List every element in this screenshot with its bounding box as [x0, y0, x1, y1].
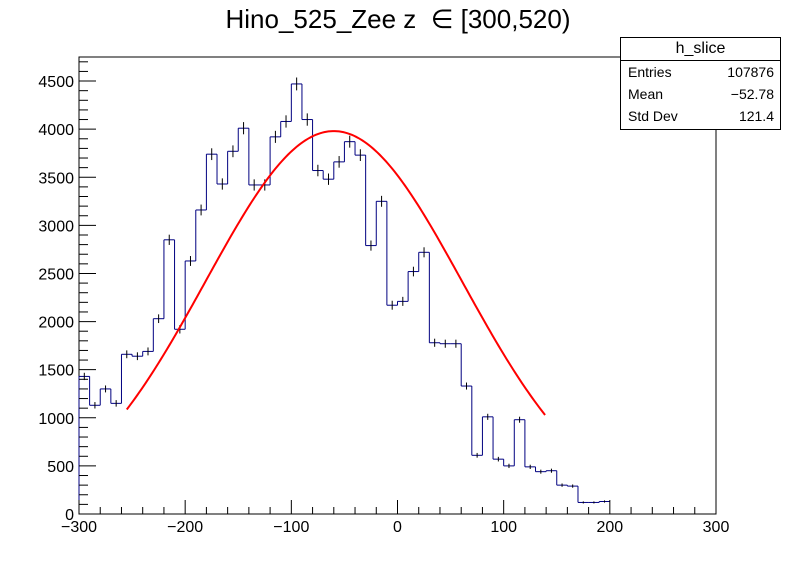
fit-curve — [125, 130, 546, 416]
stats-value: 121.4 — [738, 108, 774, 124]
stats-value: 107876 — [727, 64, 774, 80]
x-tick-label: 0 — [393, 519, 402, 536]
y-tick-label: 500 — [47, 459, 74, 476]
y-tick-label: 0 — [65, 507, 74, 524]
y-tick-label: 2000 — [38, 315, 74, 332]
x-tick-label: 300 — [703, 519, 730, 536]
x-tick-label: 100 — [490, 519, 517, 536]
stats-value: −52.78 — [730, 86, 774, 102]
y-tick-label: 2500 — [38, 266, 74, 283]
x-tick-label: −300 — [61, 519, 97, 536]
chart-title: Hino_525_Zee z ∈ [300,520) — [225, 4, 571, 34]
y-tick-label: 3500 — [38, 170, 74, 187]
y-tick-label: 4000 — [38, 122, 74, 139]
x-tick-label: −200 — [167, 519, 203, 536]
stats-row-mean: Mean −52.78 — [621, 83, 780, 105]
y-tick-label: 4500 — [38, 74, 74, 91]
y-tick-label: 1000 — [38, 411, 74, 428]
y-tick-label: 1500 — [38, 363, 74, 380]
stats-label: Mean — [628, 86, 664, 102]
x-tick-label: 200 — [596, 519, 623, 536]
stats-label: Std Dev — [628, 108, 678, 124]
stats-box: h_slice Entries 107876 Mean −52.78 Std D… — [620, 37, 781, 130]
stats-label: Entries — [628, 64, 672, 80]
stats-row-entries: Entries 107876 — [621, 61, 780, 83]
x-tick-label: −100 — [273, 519, 309, 536]
stats-row-stddev: Std Dev 121.4 — [621, 105, 780, 127]
stats-box-title: h_slice — [621, 38, 780, 61]
y-tick-label: 3000 — [38, 218, 74, 235]
